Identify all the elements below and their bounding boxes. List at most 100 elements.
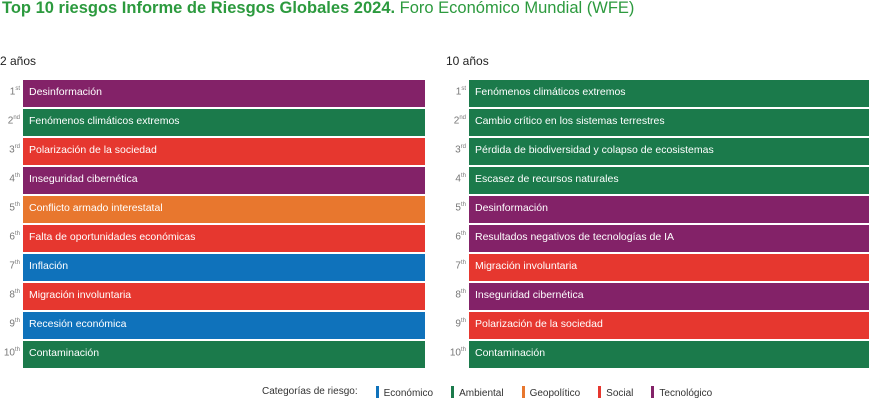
risk-bar: Migración involuntaria <box>23 283 425 310</box>
table-row: 8th Inseguridad cibernética <box>446 283 869 312</box>
legend-item: Ambiental <box>451 386 504 399</box>
rank-label: 8th <box>9 289 20 301</box>
legend-swatch <box>375 386 379 398</box>
rank-suffix: th <box>14 347 20 353</box>
rank-label: 10th <box>449 347 466 359</box>
column-heading: 10 años <box>446 54 489 68</box>
column-10-years: 10 años 1st Fenómenos climáticos extremos 2… <box>446 54 869 370</box>
table-row: 10th Contaminación <box>446 341 869 370</box>
table-row: 3rd Pérdida de biodiversidad y colapso de… <box>446 138 869 167</box>
rank-suffix: nd <box>13 115 20 121</box>
rank-suffix: th <box>460 318 466 324</box>
legend-item: Geopolítico <box>521 386 581 399</box>
risk-bar: Polarización de la sociedad <box>469 312 869 339</box>
legend-swatch <box>598 386 602 398</box>
risk-bar: Fenómenos climáticos extremos <box>469 80 869 107</box>
rank-suffix: th <box>460 289 466 295</box>
rank-suffix: th <box>460 173 466 179</box>
risk-bar: Polarización de la sociedad <box>23 138 425 165</box>
risk-bar: Escasez de recursos naturales <box>469 167 869 194</box>
legend: Categorías de riesgo: Económico Ambiental G… <box>262 386 712 399</box>
rank-suffix: th <box>14 202 20 208</box>
table-row: 7th Inflación <box>0 254 425 283</box>
table-row: 6th Resultados negativos de tecnologías d… <box>446 225 869 254</box>
rank-label: 7th <box>9 260 20 272</box>
rank-label: 9th <box>9 318 20 330</box>
rank-suffix: th <box>14 231 20 237</box>
rank-label: 1st <box>9 86 20 98</box>
rank-suffix: st <box>461 86 466 92</box>
column-2-years: 2 años 1st Desinformación 2nd Fenómenos clim… <box>0 54 425 370</box>
table-row: 9th Recesión económica <box>0 312 425 341</box>
legend-item: Social <box>598 386 633 399</box>
rank-label: 3rd <box>455 144 466 156</box>
legend-label: Ambiental <box>459 388 504 399</box>
risk-bar: Migración involuntaria <box>469 254 869 281</box>
table-row: 6th Falta de oportunidades económicas <box>0 225 425 254</box>
legend-label: Geopolítico <box>529 388 581 399</box>
legend-label: Social <box>606 388 634 399</box>
rank-label: 6th <box>455 231 466 243</box>
rank-label: 4th <box>455 173 466 185</box>
table-row: 1st Fenómenos climáticos extremos <box>446 80 869 109</box>
legend-swatch <box>451 386 455 398</box>
table-row: 4th Escasez de recursos naturales <box>446 167 869 196</box>
legend-title: Categorías de riesgo: <box>262 386 358 397</box>
rank-label: 5th <box>455 202 466 214</box>
table-row: 5th Conflicto armado interestatal <box>0 196 425 225</box>
legend-swatch <box>651 386 655 398</box>
rank-label: 10th <box>3 347 20 359</box>
table-row: 7th Migración involuntaria <box>446 254 869 283</box>
rank-label: 5th <box>9 202 20 214</box>
table-row: 3rd Polarización de la sociedad <box>0 138 425 167</box>
risk-bar: Cambio crítico en los sistemas terrestre… <box>469 109 869 136</box>
risk-bar: Contaminación <box>469 341 869 368</box>
rank-suffix: th <box>14 318 20 324</box>
table-row: 2nd Cambio crítico en los sistemas terres… <box>446 109 869 138</box>
legend-label: Tecnológico <box>659 388 713 399</box>
legend-label: Económico <box>383 388 434 399</box>
table-row: 2nd Fenómenos climáticos extremos <box>0 109 425 138</box>
risk-bar: Pérdida de biodiversidad y colapso de ec… <box>469 138 869 165</box>
table-row: 4th Inseguridad cibernética <box>0 167 425 196</box>
rank-label: 1st <box>455 86 466 98</box>
risk-bar: Fenómenos climáticos extremos <box>23 109 425 136</box>
legend-item: Tecnológico <box>651 386 712 399</box>
rank-suffix: th <box>14 173 20 179</box>
rank-label: 8th <box>455 289 466 301</box>
rank-label: 2nd <box>453 115 466 127</box>
risk-bar: Inseguridad cibernética <box>469 283 869 310</box>
risk-bar: Desinformación <box>23 80 425 107</box>
column-heading: 2 años <box>0 54 37 68</box>
table-row: 5th Desinformación <box>446 196 869 225</box>
title-rest: Foro Económico Mundial (WFE) <box>395 0 635 17</box>
table-row: 10th Contaminación <box>0 341 425 370</box>
table-row: 8th Migración involuntaria <box>0 283 425 312</box>
risk-bar: Inflación <box>23 254 425 281</box>
rank-suffix: rd <box>460 144 466 150</box>
rank-label: 7th <box>455 260 466 272</box>
rank-label: 2nd <box>7 115 20 127</box>
title-bold: Top 10 riesgos Informe de Riesgos Global… <box>2 0 396 17</box>
rank-label: 3rd <box>9 144 20 156</box>
risk-bar: Desinformación <box>469 196 869 223</box>
risk-bar: Resultados negativos de tecnologías de I… <box>469 225 869 252</box>
risk-bar: Inseguridad cibernética <box>23 167 425 194</box>
rank-label: 9th <box>455 318 466 330</box>
table-row: 9th Polarización de la sociedad <box>446 312 869 341</box>
risk-bar: Conflicto armado interestatal <box>23 196 425 223</box>
rank-label: 4th <box>9 173 20 185</box>
risk-bar: Falta de oportunidades económicas <box>23 225 425 252</box>
legend-item: Económico <box>375 386 434 399</box>
rank-suffix: st <box>15 86 20 92</box>
rank-suffix: th <box>460 231 466 237</box>
rank-suffix: nd <box>459 115 466 121</box>
rank-label: 6th <box>9 231 20 243</box>
rank-suffix: th <box>14 260 20 266</box>
rank-suffix: rd <box>14 144 20 150</box>
risk-bar: Contaminación <box>23 341 425 368</box>
risk-bar: Recesión económica <box>23 312 425 339</box>
rank-suffix: th <box>460 260 466 266</box>
rank-suffix: th <box>14 289 20 295</box>
rank-suffix: th <box>460 347 466 353</box>
